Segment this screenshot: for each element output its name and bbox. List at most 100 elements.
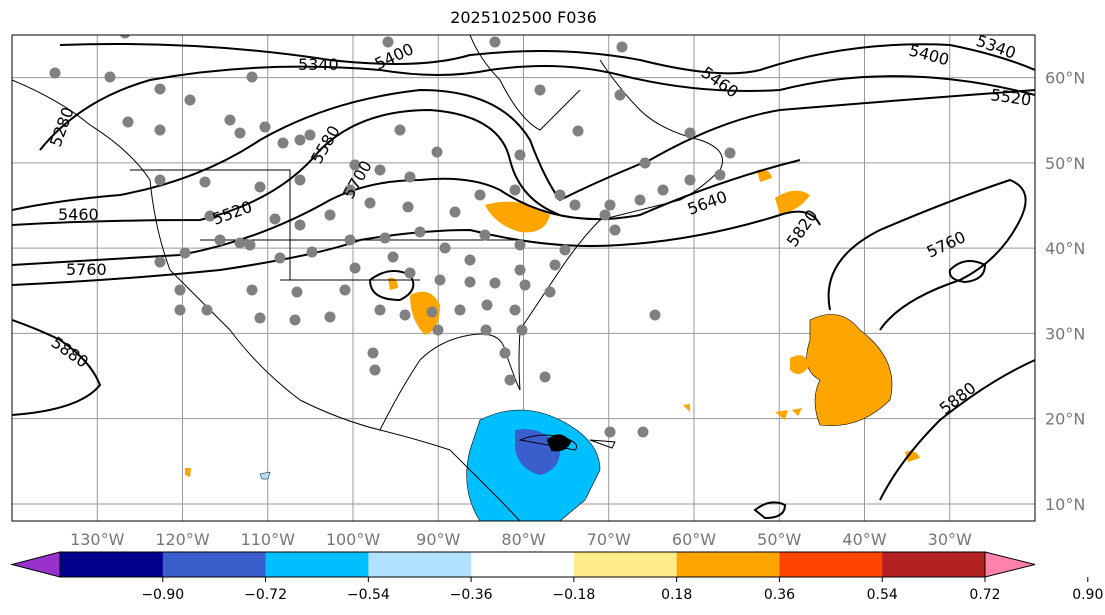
station-dot <box>174 284 186 296</box>
colorbar-segment <box>265 552 369 577</box>
station-dot <box>649 309 661 321</box>
station-dot <box>439 242 451 254</box>
station-dot <box>479 229 491 241</box>
station-dot <box>344 184 356 196</box>
station-dot <box>614 89 626 101</box>
station-dot <box>464 276 476 288</box>
station-dot <box>504 374 516 386</box>
station-dot <box>572 125 584 137</box>
colorbar-tick-label: −0.18 <box>552 587 595 603</box>
station-dot <box>244 239 256 251</box>
colorbar-segment <box>368 552 472 577</box>
station-dot <box>519 279 531 291</box>
colorbar-tick-label: −0.72 <box>244 587 287 603</box>
station-dot <box>246 71 258 83</box>
station-dot <box>569 199 581 211</box>
colorbar-tick-label: −0.54 <box>347 587 390 603</box>
station-dot <box>259 121 271 133</box>
station-dot <box>489 277 501 289</box>
station-dot <box>294 134 306 146</box>
station-dot <box>454 304 466 316</box>
station-dot <box>481 299 493 311</box>
lon-tick-label: 130°W <box>70 530 125 549</box>
station-dot <box>254 181 266 193</box>
station-dot <box>394 124 406 136</box>
colorbar-extend-high <box>984 551 1036 578</box>
contour-label: 5280 <box>46 105 78 150</box>
station-dot <box>234 127 246 139</box>
station-dot <box>289 314 301 326</box>
station-dot <box>344 234 356 246</box>
lon-tick-label: 100°W <box>326 530 381 549</box>
station-dot <box>387 251 399 263</box>
lat-tick-label: 10°N <box>1045 495 1085 514</box>
station-dot <box>214 234 226 246</box>
station-dot <box>379 232 391 244</box>
station-dot <box>234 237 246 249</box>
station-dot <box>174 304 186 316</box>
station-dot <box>684 174 696 186</box>
contour-label: 5880 <box>48 333 92 372</box>
station-dot <box>367 347 379 359</box>
station-dot <box>714 169 726 181</box>
station-dot <box>304 129 316 141</box>
station-dot <box>684 127 696 139</box>
station-dot <box>374 164 386 176</box>
lat-tick-label: 60°N <box>1045 69 1085 88</box>
station-dot <box>404 267 416 279</box>
colorbar-tick-label: 0.72 <box>969 587 1000 603</box>
station-dot <box>634 194 646 206</box>
station-dot <box>224 114 236 126</box>
colorbar-frame <box>59 551 986 578</box>
station-dot <box>324 209 336 221</box>
contour-label: 5640 <box>685 187 730 219</box>
station-dot <box>382 36 394 48</box>
station-dot <box>294 174 306 186</box>
station-dot <box>549 259 561 271</box>
station-dot <box>122 116 134 128</box>
lat-tick-label: 50°N <box>1045 154 1085 173</box>
height-contours <box>12 43 1035 520</box>
station-dot <box>604 426 616 438</box>
station-dot <box>404 171 416 183</box>
station-dots <box>49 35 736 438</box>
station-dot <box>480 324 492 336</box>
lon-tick-label: 50°W <box>757 530 801 549</box>
colorbar-tick-label: 0.90 <box>1072 587 1103 603</box>
station-dot <box>204 210 216 222</box>
station-dot <box>399 309 411 321</box>
lon-tick-label: 30°W <box>928 530 972 549</box>
station-dot <box>599 209 611 221</box>
station-dot <box>514 149 526 161</box>
lon-tick-label: 70°W <box>587 530 631 549</box>
axis-ticks: 130°W 120°W 110°W 100°W 90°W 80°W 70°W 60°W 50°W… <box>70 69 1085 549</box>
station-dot <box>179 247 191 259</box>
station-dot <box>374 304 386 316</box>
station-dot <box>604 199 616 211</box>
station-dot <box>657 184 669 196</box>
colorbar-segment <box>676 552 780 577</box>
map-frame <box>11 34 1036 522</box>
colorbar-tick-label: −0.90 <box>141 587 184 603</box>
station-dot <box>277 137 289 149</box>
station-dot <box>639 157 651 169</box>
lon-tick-label: 110°W <box>241 530 296 549</box>
colorbar-tick-label: 0.54 <box>867 587 898 603</box>
station-dot <box>724 147 736 159</box>
contour-label: 5760 <box>924 227 969 261</box>
station-dot <box>499 347 511 359</box>
contour-label: 5880 <box>936 378 980 418</box>
station-dot <box>544 286 556 298</box>
station-dot <box>349 262 361 274</box>
map-title: 2025102500 F036 <box>450 8 597 27</box>
station-dot <box>431 146 443 158</box>
station-dot <box>339 284 351 296</box>
station-dot <box>516 324 528 336</box>
colorbar-extend-low <box>10 551 61 578</box>
contour-label: 5460 <box>58 205 99 224</box>
station-dot <box>246 284 258 296</box>
station-dot <box>291 286 303 298</box>
colorbar-segment <box>471 552 575 577</box>
station-dot <box>324 311 336 323</box>
